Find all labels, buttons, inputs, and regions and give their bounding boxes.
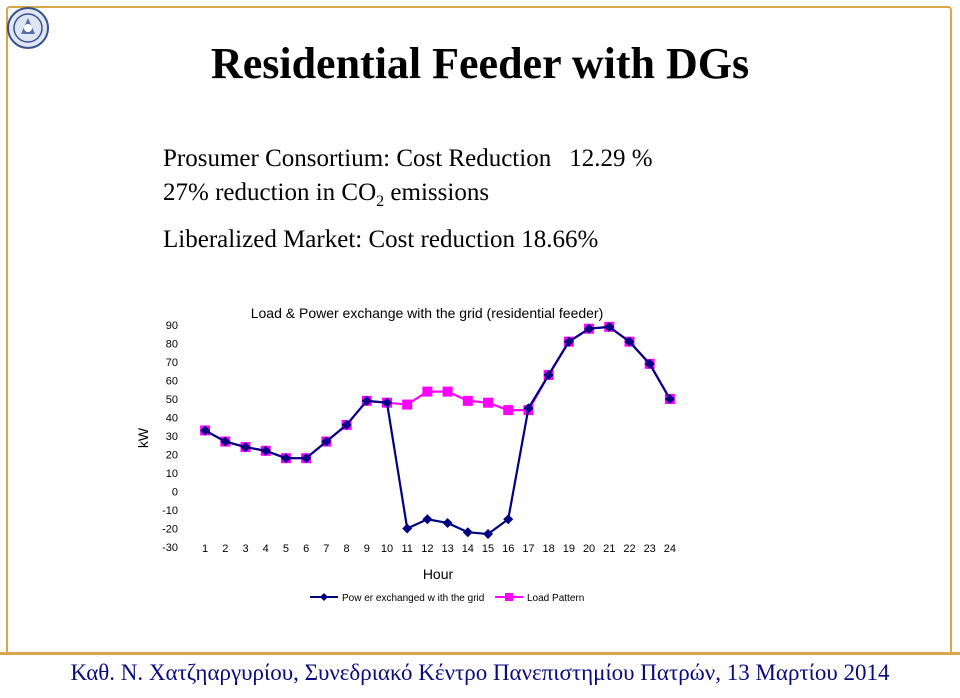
x-tick-label: 6 — [303, 543, 309, 555]
y-tick-label: 40 — [166, 413, 178, 425]
power-exchange-point — [483, 529, 494, 540]
y-tick-label: 60 — [166, 376, 178, 388]
power-exchange-point — [381, 397, 392, 408]
y-tick-label: 70 — [166, 357, 178, 369]
x-tick-label: 3 — [242, 543, 248, 555]
power-exchange-point — [503, 514, 514, 525]
power-exchange-point — [462, 527, 473, 538]
co2-subscript: 2 — [376, 193, 385, 210]
load-pattern-point — [422, 386, 433, 397]
power-exchange-point — [220, 436, 231, 447]
load-pattern-point — [402, 399, 413, 410]
power-exchange-point — [624, 336, 635, 347]
legend-label: Load Pattern — [527, 593, 584, 604]
x-tick-label: 2 — [222, 543, 228, 555]
load-pattern-line — [204, 325, 671, 460]
x-tick-label: 15 — [482, 543, 494, 555]
x-tick-label: 19 — [563, 543, 575, 555]
x-tick-label: 21 — [603, 543, 615, 555]
load-pattern-point — [442, 386, 453, 397]
legend: Pow er exchanged w ith the grid Load Patt… — [310, 593, 584, 604]
power-exchange-point — [240, 442, 251, 453]
power-exchange-point — [563, 336, 574, 347]
legend-label: Pow er exchanged w ith the grid — [342, 593, 484, 604]
y-tick-label: 20 — [166, 450, 178, 462]
power-exchange-point — [280, 453, 291, 464]
x-tick-label: 23 — [644, 543, 656, 555]
power-exchange-point — [361, 395, 372, 406]
cost-reduction-line: Prosumer Consortium: Cost Reduction 12.29… — [163, 145, 653, 173]
power-exchange-point — [200, 425, 211, 436]
y-tick-label: 10 — [166, 468, 178, 480]
y-tick-label: 80 — [166, 339, 178, 351]
power-exchange-point — [321, 436, 332, 447]
x-tick-label: 9 — [364, 543, 370, 555]
x-tick-label: 24 — [664, 543, 676, 555]
legend-square-marker — [505, 593, 513, 601]
y-tick-label: 50 — [166, 394, 178, 406]
slide-title: Residential Feeder with DGs — [210, 39, 750, 88]
power-exchange-point — [301, 453, 312, 464]
load-pattern-point — [462, 395, 473, 406]
y-tick-label: 0 — [172, 487, 178, 499]
liberalized-market-line: Liberalized Market: Cost reduction 18.66… — [163, 226, 599, 253]
power-exchange-point — [664, 394, 675, 404]
x-tick-label: 7 — [323, 543, 329, 555]
y-tick-label: -10 — [162, 505, 178, 517]
x-tick-label: 22 — [623, 543, 635, 555]
x-tick-label: 12 — [421, 543, 433, 555]
load-pattern-point — [503, 405, 514, 416]
y-tick-label: -30 — [162, 542, 178, 554]
power-exchange-point — [523, 403, 534, 414]
x-tick-label: 1 — [202, 543, 208, 555]
x-axis-label: Hour — [423, 566, 454, 582]
load-pattern-point — [483, 397, 494, 408]
y-tick-label: 30 — [166, 431, 178, 443]
power-exchange-point — [584, 323, 595, 334]
x-tick-label: 5 — [283, 543, 289, 555]
y-tick-label: -20 — [162, 524, 178, 536]
power-exchange-point — [543, 369, 554, 380]
co2-label: 27% reduction in CO — [163, 179, 377, 206]
x-tick-label: 8 — [344, 543, 350, 555]
power-exchange-point — [604, 321, 615, 332]
y-tick-label: 90 — [166, 320, 178, 332]
power-exchange-line — [204, 325, 671, 536]
x-tick-label: 20 — [583, 543, 595, 555]
y-axis-label: kW — [135, 427, 151, 448]
x-tick-label: 17 — [522, 543, 534, 555]
x-tick-label: 4 — [263, 543, 269, 555]
co2-line: 27% reduction in CO2 emissions — [163, 179, 489, 211]
power-exchange-point — [644, 358, 655, 369]
power-exchange-point — [341, 419, 352, 430]
power-exchange-point — [422, 514, 433, 525]
university-seal-icon — [7, 7, 49, 49]
legend-diamond-marker — [320, 593, 328, 601]
load-power-chart: Load & Power exchange with the grid (res… — [135, 305, 676, 604]
power-exchange-point — [260, 445, 271, 456]
chart-title: Load & Power exchange with the grid (res… — [251, 305, 604, 321]
x-tick-label: 10 — [381, 543, 393, 555]
cost-reduction-label: Prosumer Consortium: Cost Reduction — [163, 145, 552, 172]
x-tick-label: 11 — [401, 543, 412, 555]
x-tick-label: 16 — [502, 543, 514, 555]
power-exchange-point — [402, 523, 413, 534]
power-exchange-point — [442, 517, 453, 528]
footer-bar: Καθ. Ν. Χατζηαργυρίου, Συνεδριακό Κέντρο… — [0, 652, 960, 697]
footer-text: Καθ. Ν. Χατζηαργυρίου, Συνεδριακό Κέντρο… — [70, 660, 890, 685]
x-tick-label: 18 — [543, 543, 555, 555]
x-tick-label: 14 — [462, 543, 474, 555]
x-tick-label: 13 — [441, 543, 453, 555]
cost-reduction-value: 12.29 % — [569, 145, 653, 172]
co2-emissions: emissions — [390, 179, 490, 206]
